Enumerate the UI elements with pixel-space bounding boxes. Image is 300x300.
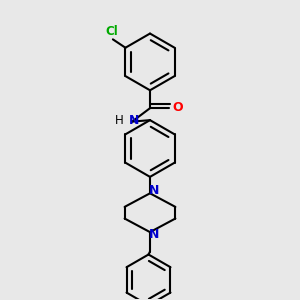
Text: O: O [172,101,183,114]
Text: Cl: Cl [106,25,118,38]
Text: N: N [149,184,159,197]
Text: N: N [149,228,159,241]
Text: N: N [129,114,140,127]
Text: H: H [115,114,124,127]
